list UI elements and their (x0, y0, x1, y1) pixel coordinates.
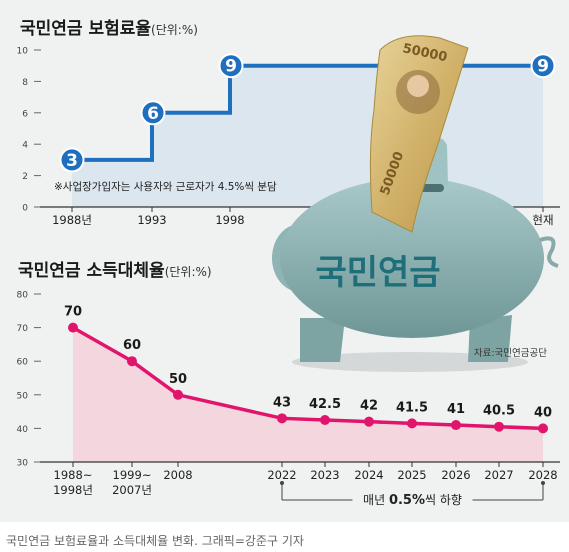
banknote-icon: 50000 50000 (369, 35, 469, 233)
chart2-data-label: 60 (123, 338, 141, 353)
chart2-data-label: 40.5 (483, 404, 515, 419)
source-label: 자료:국민연금공단 (474, 348, 547, 359)
chart2-line (72, 326, 544, 431)
chart1-ytick-lines (34, 49, 41, 208)
chart2-x-labels: 1988~ 1998년 1999~ 2007년 2008 2022 2023 2024 2025… (53, 468, 558, 497)
chart1-value-badge: 9 (218, 53, 244, 79)
chart2-data-labels: 70 60 50 43 42.5 42 41.5 41 40.5 40 (64, 305, 552, 421)
infographic-canvas: 0 2 4 6 8 10 1988년 1993 1998 현재 3 6 9 9 ※사업장가입자는 사용… (17, 35, 560, 509)
banknote-portrait-face (407, 75, 429, 97)
chart1-ytick-labels: 0 2 4 6 8 10 (17, 47, 29, 214)
chart1-ytick-label: 2 (22, 172, 28, 182)
chart2-ytick-label: 80 (17, 291, 29, 301)
chart2-point (538, 423, 548, 434)
chart2-x-label: 2026 (441, 468, 470, 482)
chart2-point (127, 356, 137, 367)
pig-label: 국민연금 (315, 253, 440, 293)
pig-body (280, 178, 544, 338)
figure-caption: 국민연금 보험료율과 소득대체율 변화. 그래픽=강준구 기자 (6, 534, 304, 548)
chart1-x-labels: 1988년 1993 1998 현재 (52, 213, 554, 227)
chart2-x-label: 2024 (354, 468, 383, 482)
pig-tail (539, 236, 559, 268)
chart1-badge-value: 9 (537, 57, 549, 77)
chart2-x-label: 2025 (397, 468, 426, 482)
chart1-value-badges: 3 6 9 9 (59, 53, 556, 173)
chart2-x-label: 1988~ 1998년 (53, 468, 93, 497)
chart2-x-label: 1999~ 2007년 (112, 468, 152, 497)
chart2-point (173, 389, 183, 400)
bracket-dot (541, 481, 545, 485)
chart1-x-label: 1993 (137, 213, 166, 227)
chart2-point (68, 322, 78, 333)
chart2-ytick-label: 50 (17, 391, 29, 401)
chart1-ytick-label: 6 (22, 109, 28, 119)
chart2-data-label: 40 (534, 405, 552, 420)
bracket-dot (280, 481, 284, 485)
chart1-value-badge: 3 (59, 147, 85, 173)
piggy-bank-illustration: 국민연금 (272, 137, 559, 372)
chart1-value-badge: 6 (140, 100, 166, 126)
chart1-ytick-label: 4 (22, 141, 28, 151)
chart2-x-label: 2023 (310, 468, 339, 482)
pig-front-leg (300, 318, 345, 362)
chart2-area-fill (73, 327, 543, 462)
chart2-point (320, 415, 330, 425)
chart2-x-label: 2022 (267, 468, 296, 482)
chart2-data-label: 50 (169, 372, 187, 387)
annual-decrease-annotation: 매년 0.5%씩 하향 (363, 493, 462, 508)
chart2-data-label: 42 (360, 399, 378, 414)
chart2-x-ticks (72, 462, 544, 467)
chart2-ytick-label: 70 (17, 324, 29, 334)
chart2-x-label: 2027 (484, 468, 513, 482)
chart1-badge-circle (218, 53, 244, 79)
chart1-value-badge: 9 (530, 53, 556, 79)
chart2-x-label: 2028 (528, 468, 557, 482)
chart2-point (407, 418, 417, 429)
chart2-point (494, 421, 504, 432)
chart1-badge-circle (59, 147, 85, 173)
chart1-x-ticks (71, 207, 544, 212)
chart1-badge-value: 6 (147, 104, 159, 124)
chart1-step-line (72, 63, 543, 162)
chart1-x-label: 1988년 (52, 213, 92, 227)
chart1-badge-value: 9 (225, 57, 237, 77)
chart1-title: 국민연금 보험료율(단위:%) (20, 19, 198, 39)
infographic-panel: 0 2 4 6 8 10 1988년 1993 1998 현재 3 6 9 9 ※사업장가입자는 사용… (0, 0, 569, 522)
chart2-ytick-label: 30 (17, 459, 29, 469)
annual-decrease-bracket (280, 481, 545, 509)
chart1-note: ※사업장가입자는 사용자와 근로자가 4.5%씩 분담 (54, 180, 277, 193)
chart1-ytick-label: 0 (22, 204, 28, 214)
chart2-ytick-label: 60 (17, 358, 29, 368)
chart1-ytick-label: 10 (17, 47, 29, 57)
chart2-points (68, 322, 548, 434)
chart2-point (451, 420, 461, 431)
chart2-data-label: 70 (64, 305, 82, 320)
chart2-data-label: 41.5 (396, 400, 428, 415)
chart2-title: 국민연금 소득대체율(단위:%) (18, 261, 212, 281)
chart1-badge-value: 3 (66, 151, 78, 171)
chart2-data-label: 42.5 (309, 397, 341, 412)
chart2-ytick-label: 40 (17, 425, 29, 435)
chart2-point (364, 416, 374, 427)
chart2-x-label: 2008 (163, 468, 192, 482)
chart2-data-label: 41 (447, 402, 465, 417)
chart1-badge-circle (140, 100, 166, 126)
chart1-badge-circle (530, 53, 556, 79)
chart2-point (277, 413, 287, 424)
chart1-ytick-label: 8 (22, 78, 28, 88)
annotation-background (352, 491, 473, 509)
chart2-ytick-lines (34, 293, 41, 463)
chart2-ytick-labels: 30 40 50 60 70 80 (17, 291, 29, 469)
chart2-data-label: 43 (273, 395, 291, 410)
chart1-x-label: 현재 (532, 213, 553, 227)
chart1-x-label: 1998 (215, 213, 244, 227)
